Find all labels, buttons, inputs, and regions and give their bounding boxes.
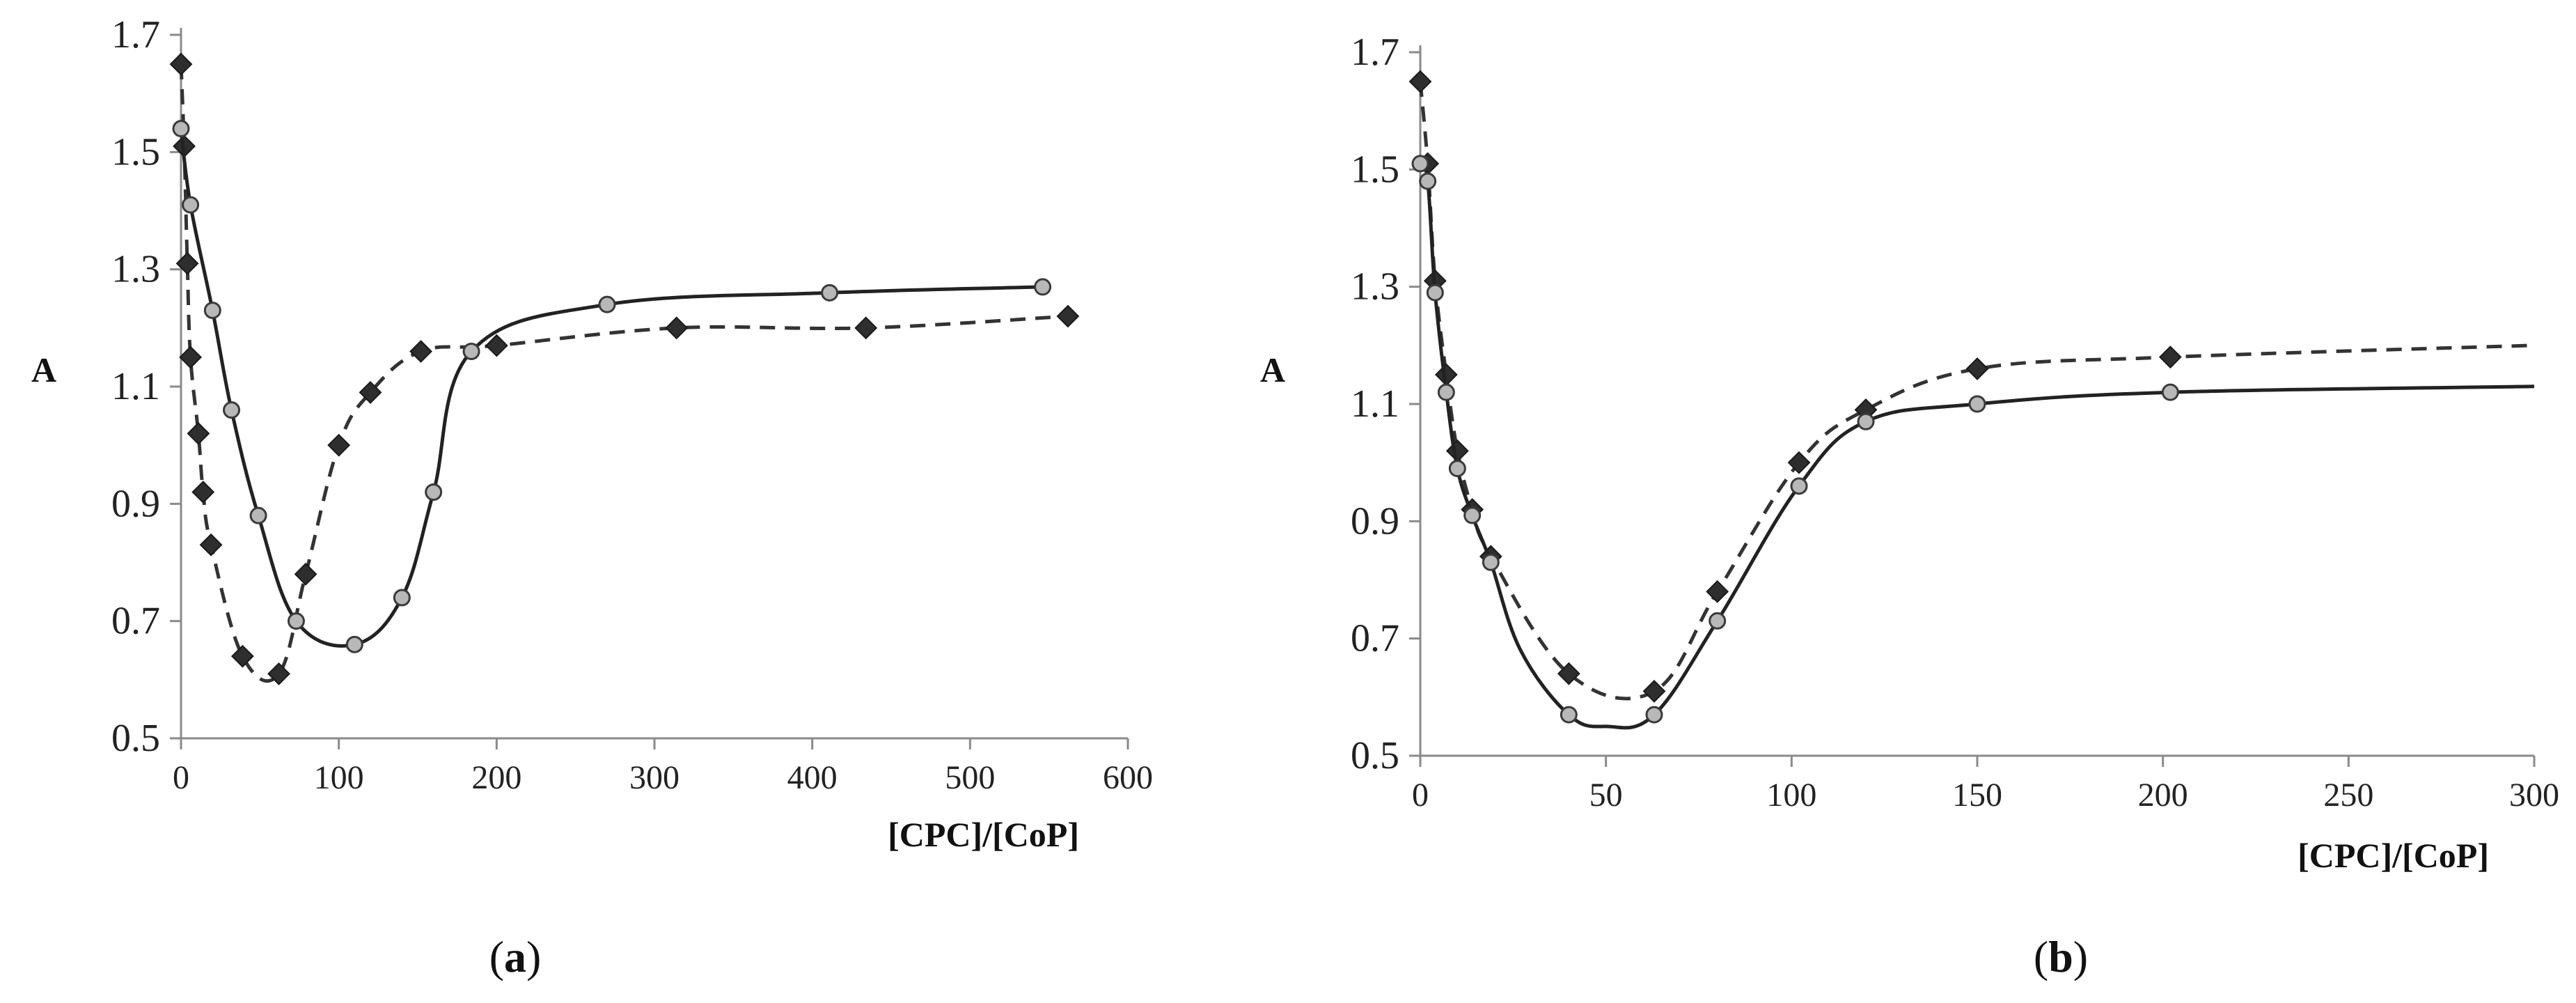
data-point-diamond (854, 316, 878, 340)
data-point-diamond (1642, 680, 1666, 703)
y-tick-label: 1.7 (111, 13, 160, 56)
y-tick-label: 0.5 (1351, 734, 1399, 777)
data-point-diamond (230, 644, 254, 668)
data-point-circle (182, 196, 200, 214)
data-point-circle (2161, 383, 2179, 401)
data-point-diamond (1056, 304, 1080, 328)
data-point-circle (425, 483, 443, 501)
data-point-circle (223, 401, 241, 419)
y-tick-label: 1.7 (1351, 31, 1399, 74)
x-tick-label: 600 (1103, 759, 1153, 796)
x-tick-label: 100 (1766, 777, 1816, 814)
y-tick-label: 1.3 (111, 248, 160, 291)
data-point-circle (1968, 395, 1986, 413)
y-tick-label: 1.3 (1351, 265, 1399, 309)
y-axis-title: A (31, 350, 56, 389)
data-point-diamond (485, 334, 508, 357)
data-point-circle (1709, 612, 1727, 630)
data-point-circle (1448, 460, 1466, 478)
data-point-diamond (1706, 580, 1729, 603)
series-line-circle-solid (1418, 162, 2535, 730)
panel-label: (b) (2034, 932, 2088, 981)
data-point-circle (462, 343, 480, 360)
data-point-diamond (1408, 70, 1432, 93)
data-point-circle (821, 283, 839, 302)
y-tick-label: 0.5 (111, 717, 160, 760)
panel-label: (a) (489, 932, 542, 981)
data-point-diamond (294, 562, 317, 586)
x-axis-title: [CPC]/[CoP] (2298, 836, 2489, 875)
data-point-circle (1857, 412, 1875, 430)
x-tick-label: 300 (2509, 777, 2559, 814)
y-axis-title: A (1260, 350, 1285, 389)
data-point-circle (1560, 706, 1578, 724)
data-point-diamond (1445, 439, 1469, 462)
x-tick-label: 200 (471, 759, 521, 796)
x-tick-label: 100 (314, 759, 364, 796)
data-point-circle (249, 506, 267, 524)
chart-panel-a: 0.5 0.7 0.9 1.1 1.3 1.5 1.7 0 100 200 300 400 500 600… (31, 13, 1153, 981)
data-point-diamond (179, 345, 203, 369)
data-point-circle (393, 589, 411, 607)
y-tick-label: 0.9 (1351, 499, 1399, 543)
x-tick-label: 50 (1589, 777, 1623, 814)
data-point-diamond (359, 381, 382, 404)
data-point-diamond (191, 481, 215, 504)
x-tick-label: 300 (629, 759, 680, 796)
data-point-diamond (1787, 451, 1811, 474)
y-tick-label: 1.1 (111, 365, 160, 408)
series-line-circle-solid (179, 128, 1043, 648)
series-line-diamond-dashed (179, 64, 1069, 683)
data-point-circle (1482, 553, 1500, 571)
data-point-diamond (175, 251, 199, 275)
data-point-circle (345, 635, 363, 653)
data-point-diamond (169, 52, 193, 76)
data-point-circle (203, 302, 221, 320)
data-point-circle (1419, 172, 1437, 190)
data-point-circle (172, 120, 190, 138)
data-point-diamond (199, 533, 223, 557)
x-tick-label: 500 (945, 759, 995, 796)
x-tick-label: 400 (787, 759, 838, 796)
y-tick-label: 0.9 (111, 482, 160, 525)
x-tick-label: 0 (173, 759, 189, 796)
y-tick-label: 1.5 (111, 130, 160, 173)
x-tick-label: 250 (2323, 777, 2373, 814)
data-point-circle (1645, 706, 1663, 724)
data-point-diamond (1557, 662, 1580, 685)
data-point-circle (1426, 283, 1444, 302)
chart-panel-b: 0.5 0.7 0.9 1.1 1.3 1.5 1.7 0 50 100 150 200 250 300 A… (1260, 31, 2559, 981)
x-tick-label: 0 (1412, 777, 1429, 814)
data-point-diamond (187, 421, 210, 445)
data-point-circle (1790, 477, 1808, 495)
x-tick-label: 150 (1952, 777, 2002, 814)
data-point-circle (287, 612, 305, 630)
x-tick-label: 200 (2138, 777, 2188, 814)
x-axis-title: [CPC]/[CoP] (888, 815, 1079, 854)
data-point-diamond (2158, 345, 2182, 369)
data-point-circle (1463, 506, 1482, 524)
data-point-diamond (665, 316, 689, 340)
data-point-diamond (1965, 357, 1989, 380)
data-point-diamond (409, 340, 432, 363)
data-point-diamond (327, 433, 351, 457)
data-point-circle (1034, 278, 1052, 296)
data-point-circle (1411, 155, 1429, 173)
y-tick-label: 1.5 (1351, 148, 1399, 191)
y-tick-label: 1.1 (1351, 382, 1399, 426)
data-point-circle (1437, 383, 1455, 401)
data-point-diamond (267, 662, 290, 685)
data-point-circle (598, 295, 616, 313)
y-tick-label: 0.7 (111, 600, 160, 643)
y-tick-label: 0.7 (1351, 617, 1399, 660)
